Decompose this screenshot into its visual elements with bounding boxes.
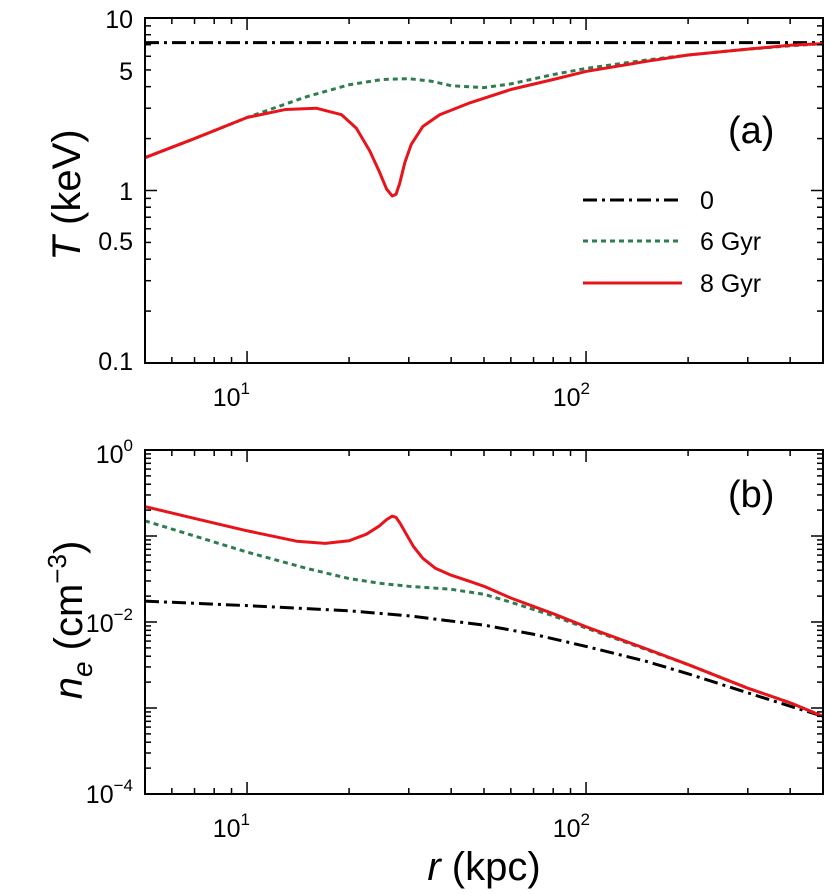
- ytick-label-a-0.5: 0.5: [98, 228, 133, 256]
- ytick-label-b-0.01: 10−2: [86, 605, 133, 638]
- series-group-a: [145, 41, 823, 198]
- legend: 0 6 Gyr 8 Gyr: [583, 187, 761, 298]
- ytick-label-b-1: 100: [96, 436, 133, 469]
- axes-frame-a: [144, 17, 824, 364]
- legend-label-8gyr: 8 Gyr: [700, 270, 761, 298]
- plot-area-b: [145, 505, 823, 718]
- series-group-b: [145, 505, 823, 718]
- xtick-label-b-10: 101: [213, 810, 250, 843]
- ticks-group-b: [144, 449, 824, 795]
- xtick-label-a-100: 102: [553, 379, 590, 412]
- ytick-label-a-0.1: 0.1: [98, 348, 133, 376]
- panel-label-b: (b): [728, 474, 774, 516]
- series-line-b-6gyr: [145, 519, 823, 718]
- ytick-label-a-5: 5: [119, 58, 133, 86]
- panel-label-a: (a): [728, 110, 774, 152]
- series-line-b-initial: [145, 599, 823, 718]
- series-line-a-8gyr: [145, 42, 823, 198]
- panel-b: 100 10−2 10−4 101 102 ne (cm−3) r (kpc) …: [42, 436, 824, 889]
- ytick-label-a-1: 1: [119, 178, 133, 206]
- ytick-label-b-0.0001: 10−4: [86, 776, 133, 809]
- axes-frame-b: [144, 449, 824, 795]
- legend-label-0: 0: [700, 187, 714, 215]
- ticks-group-a: [144, 17, 824, 364]
- series-line-b-8gyr: [145, 505, 823, 718]
- xtick-label-a-10: 101: [213, 379, 250, 412]
- xtick-label-b-100: 102: [553, 810, 590, 843]
- panel-a: 10 5 1 0.5 0.1 101 102 T (keV) (a) 0 6 G…: [45, 6, 824, 412]
- yaxis-title-b: ne (cm−3): [42, 541, 98, 700]
- ytick-label-a-10: 10: [105, 6, 133, 34]
- yaxis-title-a: T (keV): [45, 129, 89, 260]
- xaxis-title: r (kpc): [427, 845, 540, 889]
- plot-area-a: [145, 41, 823, 198]
- legend-label-6gyr: 6 Gyr: [700, 228, 761, 256]
- series-line-a-6gyr: [145, 42, 823, 160]
